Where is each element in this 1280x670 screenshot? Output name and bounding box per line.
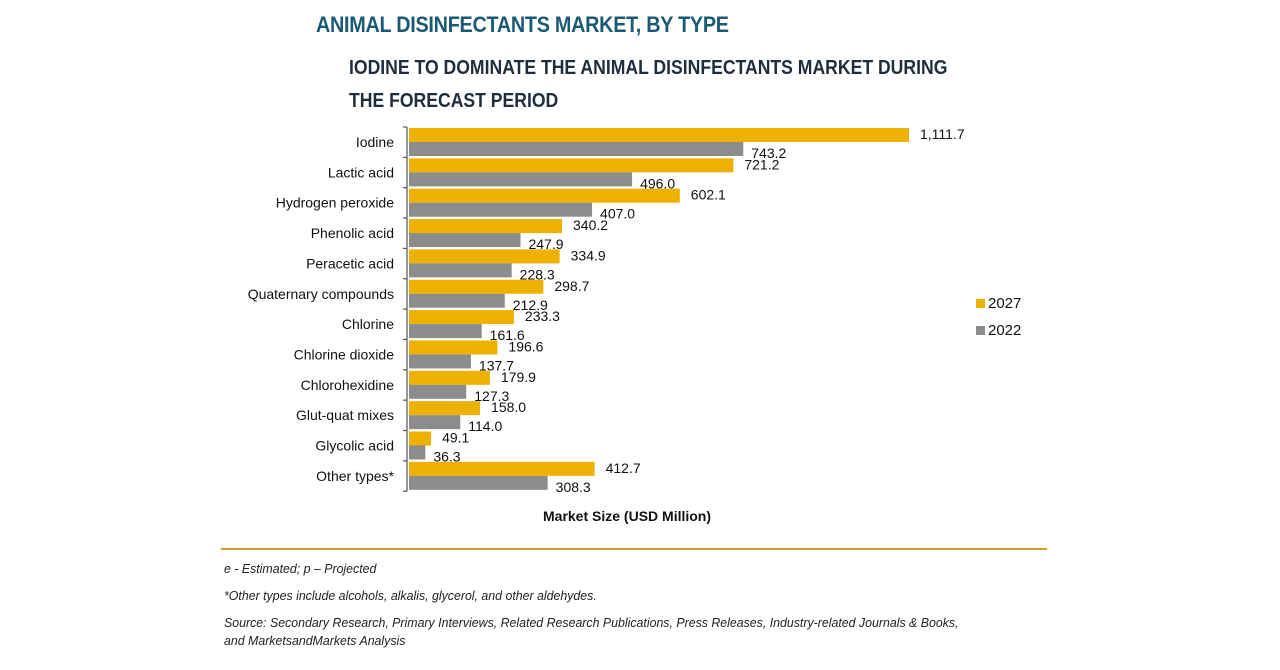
bar-2027 [409,279,544,294]
category-label: Chlorine [342,316,394,332]
data-label-2022: 308.3 [556,479,591,495]
footnote-divider [221,548,1047,550]
legend-swatch-2022 [976,326,985,335]
footnote-estimated: e - Estimated; p – Projected [224,561,377,576]
bar-2022 [409,172,633,187]
subtitle-line-2: THE FORECAST PERIOD [349,90,559,112]
data-label-2027: 340.2 [573,217,608,233]
legend-swatch-2027 [976,299,985,308]
bar-2022 [409,475,548,490]
footnote-source-line-1: Source: Secondary Research, Primary Inte… [224,615,959,630]
bar-2022 [409,233,521,248]
data-label-2027: 233.3 [525,308,560,324]
data-label-2022: 228.3 [520,266,555,282]
bar-2027 [409,249,560,264]
bar-2027 [409,401,481,416]
bar-2022 [409,415,461,430]
chart-subtitle: IODINE TO DOMINATE THE ANIMAL DISINFECTA… [349,52,947,118]
legend-item-2027: 2027 [976,290,1021,317]
data-label-2022: 212.9 [513,297,548,313]
data-label-2027: 602.1 [691,187,726,203]
category-label: Chlorine dioxide [294,346,395,362]
data-label-2027: 196.6 [508,338,543,354]
category-label: Hydrogen peroxide [276,195,395,211]
legend-label-2022: 2022 [988,322,1022,339]
data-label-2022: 127.3 [474,388,509,404]
subtitle-line-1: IODINE TO DOMINATE THE ANIMAL DISINFECTA… [349,57,948,79]
category-label: Glut-quat mixes [296,407,394,423]
bar-2022 [409,324,482,339]
category-label: Peracetic acid [306,255,394,271]
chart-title: ANIMAL DISINFECTANTS MARKET, BY TYPE [316,12,729,37]
data-label-2027: 721.2 [744,156,779,172]
data-label-2027: 412.7 [606,460,641,476]
category-label: Glycolic acid [315,438,394,454]
data-label-2027: 334.9 [571,247,606,263]
data-label-2027: 49.1 [442,430,469,446]
legend-label-2027: 2027 [988,295,1022,312]
bar-2022 [409,263,512,278]
legend: 2027 2022 [976,290,1021,344]
data-label-2022: 161.6 [490,327,525,343]
data-label-2022: 114.0 [468,418,502,434]
category-label: Other types* [316,468,394,484]
category-label: Lactic acid [328,164,394,180]
bar-2027 [409,219,563,234]
data-label-2027: 158.0 [491,399,526,415]
bar-2027 [409,310,514,325]
footnote-other-types: *Other types include alcohols, alkalis, … [224,588,597,603]
bar-2022 [409,354,471,369]
bar-2022 [409,142,744,156]
category-label: Phenolic acid [311,225,394,241]
data-label-2022: 743.2 [751,145,786,161]
footnote-source-line-2: and MarketsandMarkets Analysis [224,633,406,648]
bar-2027 [409,370,490,385]
data-label-2022: 247.9 [528,236,563,252]
data-label-2027: 179.9 [501,369,536,385]
legend-item-2022: 2022 [976,317,1021,344]
bar-2027 [409,188,680,203]
category-label: Quaternary compounds [248,286,394,302]
x-axis-label: Market Size (USD Million) [543,508,712,524]
bar-2027 [409,461,595,476]
data-label-2027: 1,111.7 [920,126,965,142]
data-label-2022: 137.7 [479,357,514,373]
y-axis [403,126,408,492]
bar-2022 [409,445,426,460]
category-label: Chlorohexidine [301,377,395,393]
category-label: Iodine [356,134,394,150]
bars-group [409,128,909,490]
data-label-2022: 496.0 [640,175,675,191]
bar-2027 [409,431,432,446]
data-label-2022: 407.0 [600,206,635,222]
bar-2022 [409,293,505,308]
labels-group: Iodine 1,111.7 743.2 Lactic acid 721.2 496.0 H… [248,126,965,495]
bar-2027 [409,128,909,142]
bar-2022 [409,202,593,217]
bar-2027 [409,158,734,173]
data-label-2022: 36.3 [433,449,460,465]
data-label-2027: 298.7 [554,278,589,294]
bar-2022 [409,384,467,399]
bar-2027 [409,340,498,355]
